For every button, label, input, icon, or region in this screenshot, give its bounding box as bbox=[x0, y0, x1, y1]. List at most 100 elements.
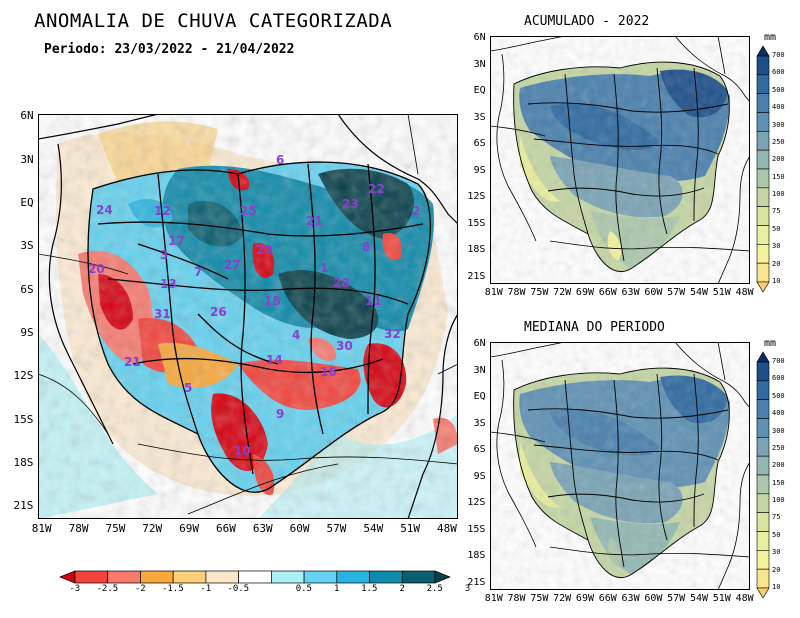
lat-tick-label: 3N bbox=[473, 58, 486, 70]
anomaly-map: 6 22 24 12 25 21 23 2 3 17 27 20 7 29 8 … bbox=[38, 114, 458, 519]
mm-colorbar-swatch bbox=[756, 225, 770, 245]
lon-tick-label: 81W bbox=[31, 522, 52, 535]
lon-tick-label: 69W bbox=[575, 287, 594, 298]
mm-colorbar-tick-label: 600 bbox=[772, 374, 785, 383]
mediana-map bbox=[490, 342, 750, 590]
basin-number: 23 bbox=[342, 197, 359, 211]
mm-unit-label: mm bbox=[764, 32, 777, 43]
mm-colorbar-swatch bbox=[756, 55, 770, 76]
mm-colorbar-swatch bbox=[756, 512, 770, 532]
basin-number-labels: 6 22 24 12 25 21 23 2 3 17 27 20 7 29 8 … bbox=[88, 153, 420, 458]
mm-colorbar-swatch bbox=[756, 93, 770, 113]
basin-number: 4 bbox=[292, 328, 300, 342]
colorbar-swatch bbox=[140, 570, 174, 584]
lon-tick-label: 69W bbox=[575, 593, 594, 604]
lat-tick-label: 3N bbox=[20, 152, 34, 166]
basin-number: 5 bbox=[184, 381, 192, 395]
colorbar-arrow-low bbox=[59, 570, 76, 584]
colorbar-swatch bbox=[369, 570, 403, 584]
colorbar-tick-label: -1.5 bbox=[161, 584, 184, 594]
mm-colorbar-swatch bbox=[756, 361, 770, 382]
lon-tick-label: 48W bbox=[437, 522, 457, 535]
basin-number: 16 bbox=[320, 365, 337, 379]
basin-number: 3 bbox=[160, 248, 168, 262]
lon-tick-label: 78W bbox=[68, 522, 89, 535]
lat-tick-label: 15S bbox=[13, 412, 34, 426]
lat-tick-label: 12S bbox=[467, 191, 486, 203]
mm-colorbar-swatch bbox=[756, 418, 770, 438]
basin-number: 27 bbox=[224, 258, 241, 272]
lon-tick-label: 75W bbox=[530, 593, 549, 604]
lon-tick-label: 72W bbox=[142, 522, 163, 535]
basin-number: 22 bbox=[368, 182, 385, 196]
basin-number: 11 bbox=[365, 294, 382, 308]
mm-colorbar-swatch bbox=[756, 74, 770, 94]
lon-tick-label: 75W bbox=[530, 287, 549, 298]
lat-tick-label: 18S bbox=[467, 244, 486, 256]
colorbar-tick-label: -3 bbox=[69, 584, 81, 594]
basin-number: 26 bbox=[210, 305, 227, 319]
lon-tick-label: 72W bbox=[553, 593, 572, 604]
lon-tick-label: 63W bbox=[621, 287, 640, 298]
lat-tick-label: 6N bbox=[20, 109, 34, 123]
basin-number: 12 bbox=[154, 204, 171, 218]
lat-tick-label: 6N bbox=[473, 338, 486, 349]
lon-tick-label: 66W bbox=[598, 287, 617, 298]
colorbar-swatch bbox=[238, 570, 272, 584]
mm-colorbar-tick-label: 10 bbox=[772, 583, 781, 591]
basin-number: 2 bbox=[412, 204, 420, 218]
mm-colorbar-arrow-low bbox=[756, 281, 770, 293]
mm-colorbar-swatch bbox=[756, 262, 770, 283]
basin-number: 25 bbox=[240, 204, 257, 218]
anomaly-colorbar bbox=[59, 570, 451, 584]
lon-tick-label: 51W bbox=[400, 522, 421, 535]
lat-tick-label: 6S bbox=[20, 282, 34, 296]
basin-number: 7 bbox=[194, 265, 202, 279]
mm-colorbar-tick-label: 300 bbox=[772, 120, 785, 129]
mm-colorbar-tick-label: 700 bbox=[772, 51, 785, 59]
acumulado-title: ACUMULADO - 2022 bbox=[524, 14, 650, 29]
lon-tick-label: 63W bbox=[252, 522, 273, 535]
basin-number: 17 bbox=[168, 234, 185, 248]
mm-colorbar-tick-label: 100 bbox=[772, 496, 785, 505]
lon-tick-label: 66W bbox=[598, 593, 617, 604]
colorbar-swatch bbox=[205, 570, 239, 584]
colorbar-swatch bbox=[271, 570, 305, 584]
mm-colorbar-swatch bbox=[756, 131, 770, 151]
lat-tick-label: 12S bbox=[13, 369, 34, 383]
colorbar-tick-label: 1 bbox=[334, 584, 340, 594]
lat-tick-label: EQ bbox=[473, 391, 486, 403]
lat-tick-label: 15S bbox=[467, 523, 486, 535]
lat-tick-label: 6S bbox=[473, 444, 486, 456]
mm-colorbar-swatch bbox=[756, 568, 770, 589]
mm-colorbar-tick-label: 300 bbox=[772, 426, 785, 435]
mm-colorbar-swatch bbox=[756, 187, 770, 207]
basin-number: 6 bbox=[276, 153, 284, 167]
mediana-title: MEDIANA DO PERIODO bbox=[524, 320, 665, 335]
acumulado-map bbox=[490, 36, 750, 284]
basin-number: 1 bbox=[320, 261, 328, 275]
basin-number: 13 bbox=[160, 277, 177, 291]
mm-colorbar-swatch bbox=[756, 493, 770, 513]
basin-number: 32 bbox=[384, 327, 401, 341]
mm-colorbar-swatch bbox=[756, 149, 770, 170]
lat-tick-label: 9S bbox=[20, 325, 34, 339]
mm-colorbar-tick-label: 400 bbox=[772, 103, 785, 112]
lon-tick-label: 57W bbox=[326, 522, 347, 535]
mm-colorbar-tick-label: 50 bbox=[772, 530, 781, 539]
colorbar-swatch bbox=[401, 570, 436, 584]
colorbar-arrow-high bbox=[434, 570, 451, 584]
mm-colorbar-tick-label: 30 bbox=[772, 242, 781, 251]
mm-colorbar-tick-label: 500 bbox=[772, 85, 785, 94]
basin-number: 20 bbox=[88, 262, 105, 276]
lon-tick-label: 60W bbox=[644, 287, 663, 298]
colorbar-tick-label: 2 bbox=[399, 584, 405, 594]
mm-colorbar-swatch bbox=[756, 550, 770, 570]
basin-number: 28 bbox=[333, 276, 350, 290]
mm-colorbar-swatch bbox=[756, 474, 770, 495]
mm-colorbar-tick-label: 10 bbox=[772, 277, 781, 285]
mm-colorbar-arrow-high bbox=[756, 45, 770, 57]
colorbar-swatch bbox=[336, 570, 370, 584]
lat-tick-label: 18S bbox=[467, 550, 486, 562]
basin-number: 9 bbox=[276, 407, 284, 421]
